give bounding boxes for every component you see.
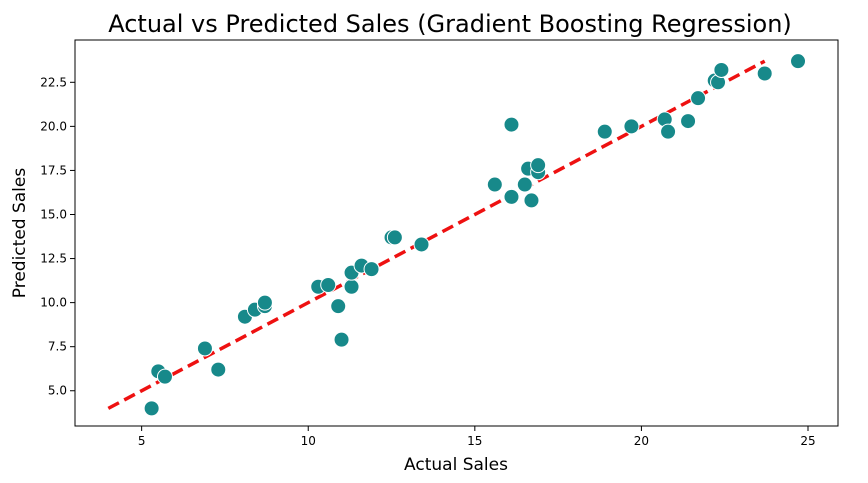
data-point bbox=[330, 298, 347, 315]
data-point bbox=[516, 176, 533, 193]
data-point bbox=[363, 261, 380, 278]
data-point bbox=[660, 123, 677, 140]
data-point bbox=[320, 276, 337, 293]
data-point bbox=[790, 53, 807, 70]
x-axis-label: Actual Sales bbox=[404, 455, 508, 475]
data-point bbox=[156, 368, 173, 385]
data-point bbox=[690, 90, 707, 107]
data-point bbox=[256, 294, 273, 311]
plot-area bbox=[75, 40, 838, 426]
x-axis: 5 10 15 20 25 bbox=[138, 426, 816, 448]
plot-frame bbox=[74, 39, 839, 427]
data-point bbox=[503, 188, 520, 205]
data-point bbox=[210, 361, 227, 378]
data-point bbox=[680, 113, 697, 130]
y-tick-label: 10.0 bbox=[40, 296, 67, 310]
x-tick-label: 5 bbox=[138, 434, 146, 448]
y-tick-label: 15.0 bbox=[40, 207, 67, 221]
data-point bbox=[713, 61, 730, 78]
data-point bbox=[530, 157, 547, 174]
data-point bbox=[523, 192, 540, 209]
data-point bbox=[333, 331, 350, 348]
data-point bbox=[196, 340, 213, 357]
reference-line bbox=[107, 59, 766, 410]
data-point bbox=[386, 229, 403, 246]
data-point bbox=[756, 65, 773, 82]
x-tick-label: 15 bbox=[467, 434, 482, 448]
data-point bbox=[486, 176, 503, 193]
data-point bbox=[413, 236, 430, 253]
y-tick-label: 20.0 bbox=[40, 119, 67, 133]
y-axis: 5.0 7.5 10.0 12.5 15.0 17.5 20.0 22.5 bbox=[40, 75, 75, 398]
data-point bbox=[596, 123, 613, 140]
x-tick-label: 25 bbox=[800, 434, 815, 448]
y-tick-label: 22.5 bbox=[40, 75, 67, 89]
data-point bbox=[343, 278, 360, 295]
data-point bbox=[623, 118, 640, 135]
y-tick-label: 5.0 bbox=[48, 384, 67, 398]
points-layer bbox=[143, 53, 807, 417]
y-axis-label: Predicted Sales bbox=[10, 168, 30, 299]
data-point bbox=[143, 400, 160, 417]
y-tick-label: 17.5 bbox=[40, 163, 67, 177]
y-tick-label: 12.5 bbox=[40, 252, 67, 266]
y-tick-label: 7.5 bbox=[48, 340, 67, 354]
data-point bbox=[503, 116, 520, 133]
chart-title: Actual vs Predicted Sales (Gradient Boos… bbox=[108, 10, 792, 38]
reference-line-layer bbox=[107, 59, 766, 410]
x-tick-label: 20 bbox=[634, 434, 649, 448]
x-tick-label: 10 bbox=[301, 434, 316, 448]
